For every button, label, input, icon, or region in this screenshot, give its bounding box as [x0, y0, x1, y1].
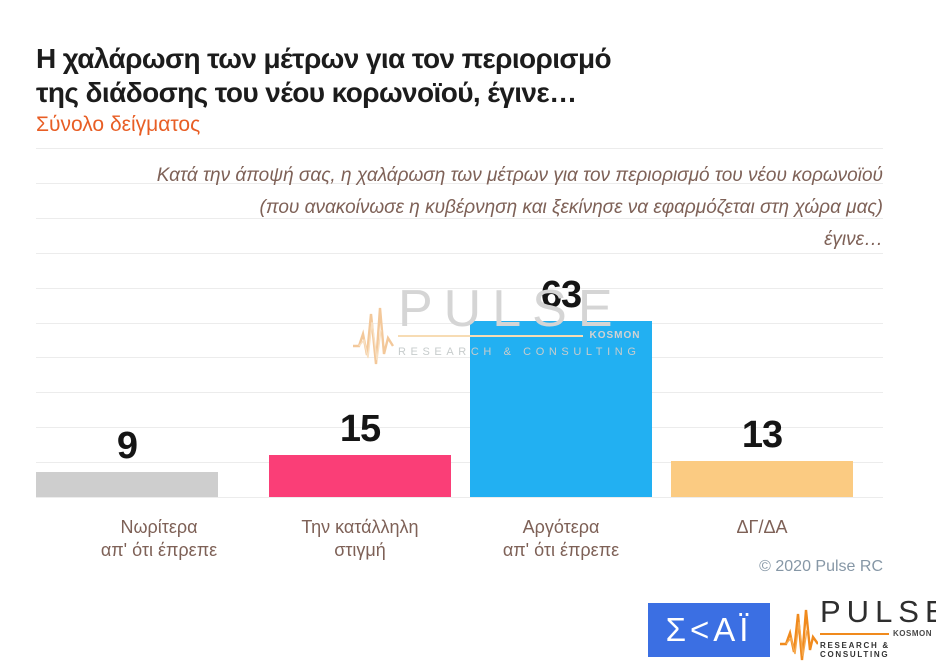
gridline [36, 183, 883, 184]
category-label-argotera: Αργότερα απ' ότι έπρεπε [502, 517, 620, 560]
bar-group-katallili-stigmi: 63 [470, 148, 652, 497]
bar-chart-plot-area: 15 63 13 9 [36, 148, 883, 498]
gridline [36, 392, 883, 393]
bar-value-label: 9 [116, 425, 138, 467]
bar-dg-da [36, 472, 218, 497]
bar-group-norítera: 15 [269, 148, 451, 497]
survey-question-line-1: Κατά την άποψή σας, η χαλάρωση των μέτρω… [156, 165, 883, 186]
gridline [36, 323, 883, 324]
gridline [36, 148, 883, 149]
gridline [36, 253, 883, 254]
gridline [36, 288, 883, 289]
sample-subtitle: Σύνολο δείγματος [36, 113, 201, 136]
skai-logo: Σ<ΑΪ [648, 603, 770, 657]
gridline [36, 497, 883, 498]
bar-norítera [269, 455, 451, 497]
bar-value-label: 63 [540, 274, 582, 316]
category-label-katallili-stigmi: Την κατάλληλη στιγμή [301, 517, 419, 560]
pulse-logo-brand-text: PULSE [820, 594, 936, 629]
bar-argotera [671, 461, 853, 497]
bar-katallili-stigmi [470, 321, 652, 497]
pulse-logo-divider-line [820, 632, 889, 635]
pulse-rc-logo: PULSE KOSMON RESEARCH & CONSULTING [780, 594, 936, 668]
category-label-dg-da: ΔΓ/ΔΑ [736, 517, 788, 537]
bar-value-label: 13 [741, 414, 783, 456]
copyright-text: © 2020 Pulse RC [759, 558, 883, 575]
pulse-logo-tagline-text: RESEARCH & CONSULTING [820, 641, 890, 659]
page-title: Η χαλάρωση των μέτρων για τον περιορισμό… [36, 42, 612, 110]
gridline [36, 462, 883, 463]
heartbeat-waveform-icon [780, 604, 819, 668]
pulse-logo-subbrand-text: KOSMON [893, 629, 932, 638]
survey-question-text: Κατά την άποψή σας, η χαλάρωση των μέτρω… [83, 160, 883, 256]
gridline [36, 218, 883, 219]
bar-value-label: 15 [339, 408, 381, 450]
survey-question-line-2: (που ανακοίνωσε η κυβέρνηση και ξεκίνησε… [259, 197, 883, 218]
skai-logo-text: Σ<ΑΪ [665, 611, 753, 648]
bar-group-dg-da: 9 [36, 148, 218, 497]
bar-group-argotera: 13 [671, 148, 853, 497]
gridline [36, 427, 883, 428]
page-title-line-2: της διάδοσης του νέου κορωνοϊού, έγινε… [36, 77, 577, 108]
survey-question-line-3: έγινε… [824, 229, 883, 250]
category-label-norítera: Νωρίτερα απ' ότι έπρεπε [100, 517, 218, 560]
gridline [36, 357, 883, 358]
page-title-line-1: Η χαλάρωση των μέτρων για τον περιορισμό [36, 43, 612, 74]
